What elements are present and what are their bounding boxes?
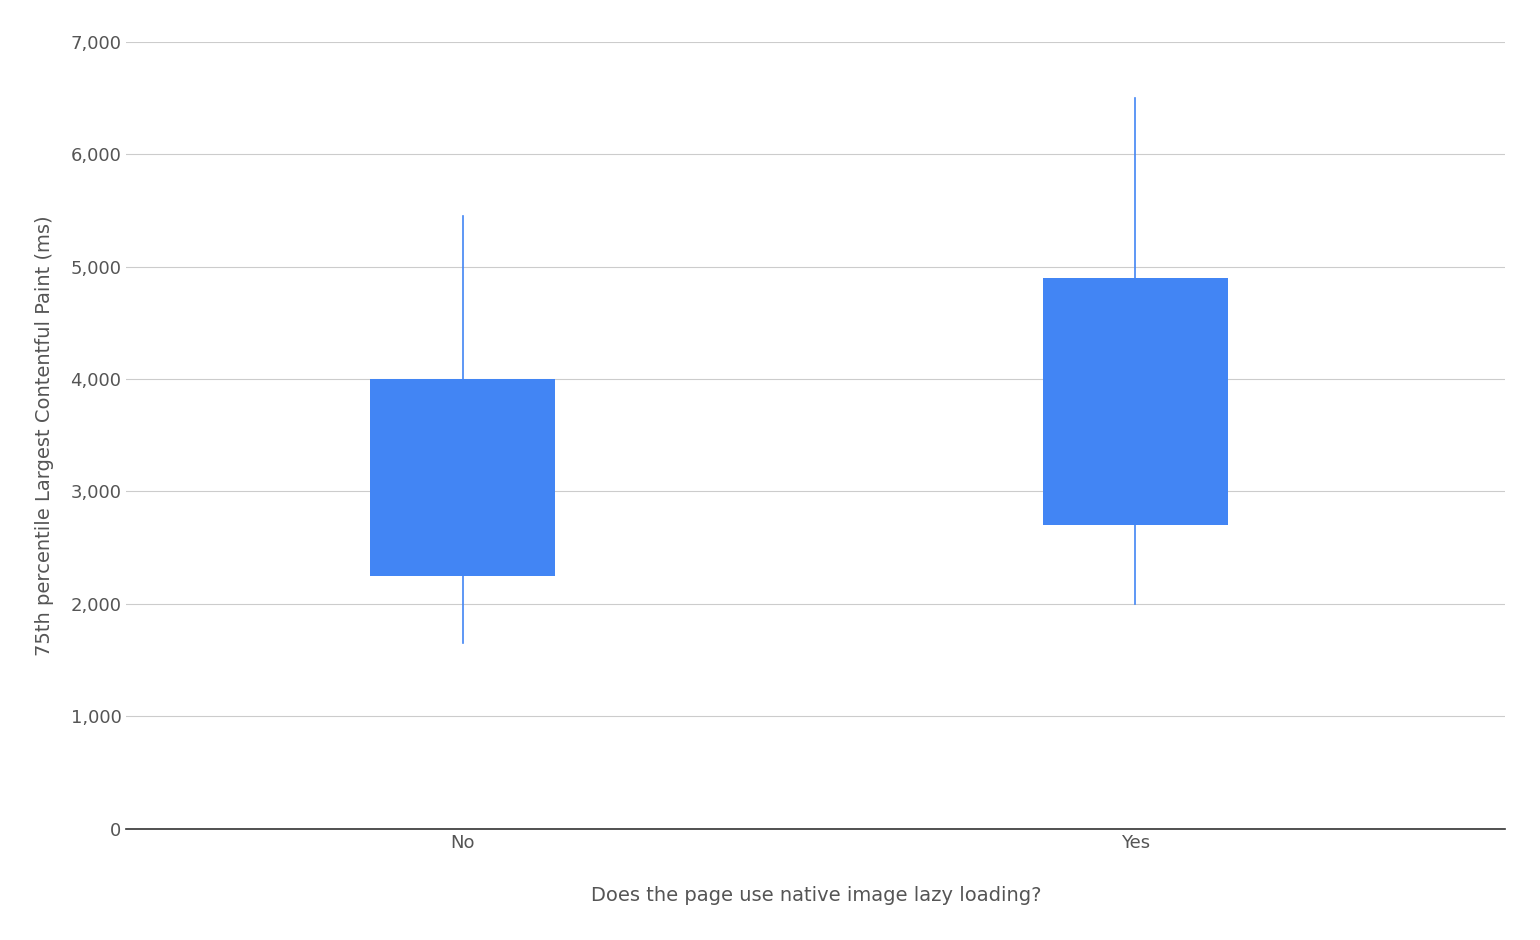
Y-axis label: 75th percentile Largest Contentful Paint (ms): 75th percentile Largest Contentful Paint… (35, 215, 54, 655)
Bar (370, 379, 554, 575)
X-axis label: Does the page use native image lazy loading?: Does the page use native image lazy load… (590, 886, 1041, 905)
Bar (1043, 278, 1227, 525)
